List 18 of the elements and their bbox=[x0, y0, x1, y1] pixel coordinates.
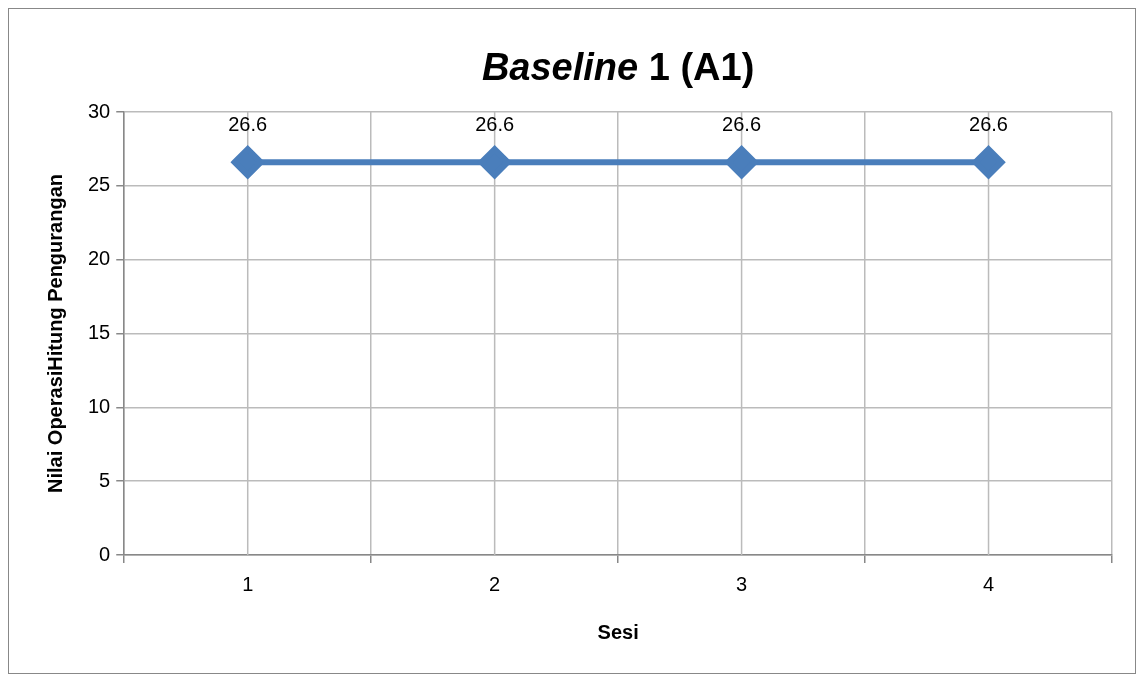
data-label: 26.6 bbox=[228, 112, 268, 135]
x-tick-label: 1 bbox=[242, 572, 254, 595]
y-tick-label: 15 bbox=[88, 321, 111, 344]
y-tick-label: 20 bbox=[88, 247, 111, 270]
x-tick-label: 4 bbox=[982, 572, 995, 595]
data-label: 26.6 bbox=[722, 112, 762, 135]
y-tick-label: 0 bbox=[99, 542, 111, 565]
y-tick-label: 30 bbox=[88, 99, 111, 122]
x-axis-title: Sesi bbox=[597, 620, 639, 643]
y-axis-title: Nilai OperasiHitung Pengurangan bbox=[43, 174, 66, 493]
y-tick-label: 5 bbox=[99, 468, 111, 491]
data-label: 26.6 bbox=[969, 112, 1008, 135]
x-tick-label: 3 bbox=[736, 572, 748, 595]
y-tick-label: 25 bbox=[88, 173, 111, 196]
data-label: 26.6 bbox=[475, 112, 515, 135]
chart-title: Baseline 1 (A1) bbox=[481, 46, 755, 88]
y-tick-label: 10 bbox=[88, 394, 111, 417]
x-tick-label: 2 bbox=[489, 572, 501, 595]
